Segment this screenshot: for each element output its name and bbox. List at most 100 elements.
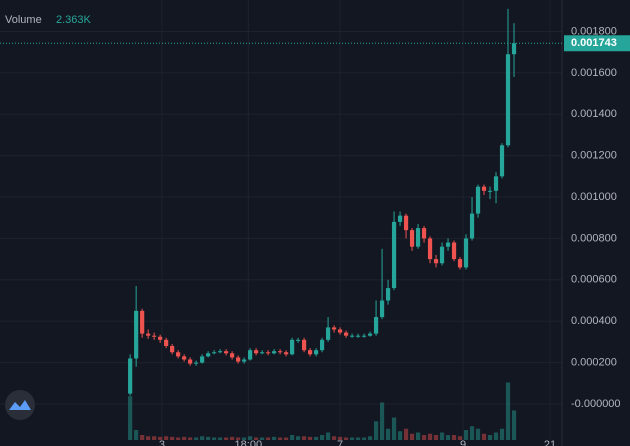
volume-bar	[439, 432, 445, 440]
candle-body	[505, 54, 511, 146]
candle-body	[134, 310, 139, 359]
candle-body	[493, 176, 499, 191]
volume-bar	[361, 437, 367, 440]
volume-bar	[301, 436, 307, 440]
volume-bar	[427, 433, 433, 440]
volume-bar	[403, 428, 409, 440]
volume-bar	[212, 437, 217, 440]
volume-bar	[289, 435, 295, 440]
candle-body	[295, 339, 301, 341]
candle-body	[439, 246, 445, 264]
volume-bars	[128, 382, 517, 440]
volume-bar	[451, 435, 457, 440]
volume-bar	[343, 437, 349, 440]
y-tick-label: 0.001000	[571, 191, 617, 203]
volume-bar	[200, 436, 205, 440]
volume-bar	[349, 437, 355, 440]
candle-body	[379, 300, 385, 318]
candle-body	[421, 228, 427, 239]
candles	[128, 8, 517, 396]
volume-bar	[242, 437, 247, 440]
volume-bar	[140, 435, 145, 440]
volume-bar	[170, 436, 175, 440]
x-tick-label: 21	[544, 439, 556, 446]
candle-body	[283, 352, 289, 355]
volume-bar	[367, 436, 373, 440]
volume-bar	[373, 421, 379, 440]
volume-bar	[433, 435, 439, 440]
candle-body	[200, 356, 205, 363]
volume-bar	[325, 432, 331, 440]
candle-body	[391, 221, 397, 289]
volume-bar	[260, 437, 265, 440]
candle-body	[367, 333, 373, 336]
candle-body	[373, 317, 379, 334]
y-tick-label: 0.000600	[571, 274, 617, 286]
candle-body	[445, 242, 451, 247]
volume-bar	[230, 436, 235, 440]
volume-title: Volume	[5, 14, 42, 26]
candle-body	[307, 350, 313, 355]
candle-body	[451, 242, 457, 260]
volume-bar	[146, 436, 151, 440]
last-price-label: 0.001743	[571, 37, 617, 49]
candle-body	[361, 335, 367, 337]
candle-body	[319, 339, 325, 351]
y-tick-label: 0.001200	[571, 150, 617, 162]
candle-body	[272, 351, 277, 354]
volume-bar	[457, 436, 463, 440]
candle-body	[481, 186, 487, 191]
candle-body	[343, 332, 349, 336]
logo	[5, 390, 35, 420]
volume-bar	[254, 437, 259, 440]
candle-body	[499, 145, 505, 177]
volume-bar	[463, 430, 469, 440]
candle-body	[331, 327, 337, 330]
candle-body	[415, 228, 421, 247]
volume-bar	[134, 430, 139, 440]
x-tick-label: 9	[460, 439, 466, 446]
candle-body	[182, 356, 187, 360]
candle-body	[433, 259, 439, 264]
y-tick-label: 0.001400	[571, 108, 617, 120]
candle-body	[487, 190, 493, 192]
candle-body	[355, 335, 361, 337]
volume-bar	[128, 396, 133, 440]
volume-bar	[158, 436, 163, 440]
candle-body	[463, 238, 469, 268]
candle-body	[260, 352, 265, 354]
candle-body	[397, 215, 403, 222]
candle-body	[146, 333, 151, 336]
volume-bar	[266, 437, 271, 440]
y-tick-label: 0.000200	[571, 357, 617, 369]
candle-body	[236, 357, 241, 362]
candle-body	[224, 351, 229, 354]
volume-bar	[176, 437, 181, 440]
grid	[0, 0, 563, 446]
candle-body	[140, 310, 145, 334]
candle-body	[188, 359, 193, 364]
candle-body	[212, 352, 217, 354]
last-price-tag	[564, 35, 630, 52]
candle-body	[427, 238, 433, 260]
candle-body	[206, 353, 211, 357]
volume-bar	[385, 428, 391, 440]
candle-body	[457, 259, 463, 268]
candle-body	[254, 350, 259, 354]
candle-body	[152, 335, 157, 337]
candle-body	[301, 339, 307, 351]
candle-body	[158, 336, 163, 340]
candle-body	[313, 350, 319, 355]
candle-body	[170, 346, 175, 353]
candle-body	[289, 339, 295, 355]
candle-body	[475, 186, 481, 214]
y-tick-label: -0.000000	[571, 398, 621, 410]
candle-body	[511, 43, 517, 55]
candle-body	[266, 352, 271, 354]
volume-bar	[337, 436, 343, 440]
volume-bar	[469, 426, 475, 440]
y-tick-label: 0.000800	[571, 232, 617, 244]
volume-bar	[188, 437, 193, 440]
